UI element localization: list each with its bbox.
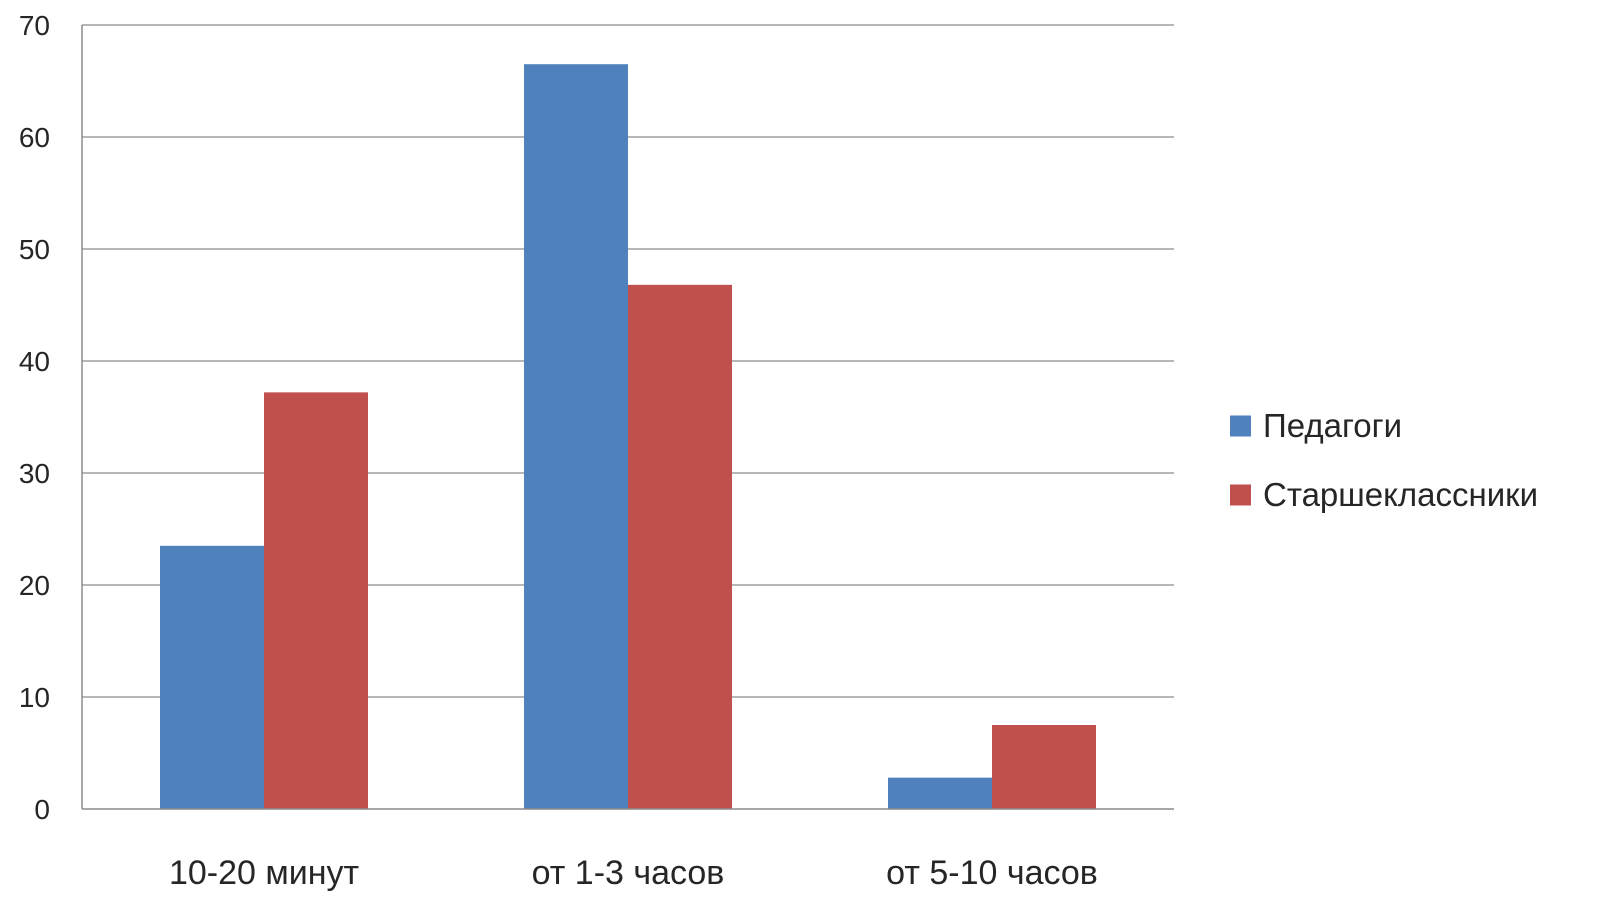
bar-series-1: [888, 777, 992, 809]
x-category-label: от 5-10 часов: [886, 854, 1098, 892]
y-tick-labels: 0 10 20 30 40 50 60 70: [19, 10, 50, 825]
legend-swatch: [1230, 484, 1251, 506]
bar-series-2: [628, 284, 732, 810]
bar-series-1: [524, 64, 628, 809]
x-category-labels: 10-20 минут от 1-3 часов от 5-10 часов: [169, 854, 1098, 892]
y-tick-label: 70: [19, 10, 50, 41]
y-tick-label: 30: [19, 458, 50, 489]
x-category-label: 10-20 минут: [169, 854, 359, 892]
axes: [81, 25, 1174, 810]
bar-series-1: [160, 545, 264, 809]
legend-swatch: [1230, 415, 1251, 437]
y-tick-label: 20: [19, 570, 50, 601]
y-tick-label: 10: [19, 682, 50, 713]
legend: Педагоги Старшеклассники: [1230, 407, 1538, 513]
x-category-label: от 1-3 часов: [532, 854, 725, 892]
legend-label: Педагоги: [1263, 407, 1402, 444]
bar-series-2: [992, 725, 1096, 809]
bars: [160, 64, 1096, 810]
y-tick-label: 0: [34, 794, 50, 825]
bar-series-2: [264, 392, 368, 809]
y-tick-label: 50: [19, 234, 50, 265]
y-tick-label: 60: [19, 122, 50, 153]
y-tick-label: 40: [19, 346, 50, 377]
legend-label: Старшеклассники: [1263, 476, 1538, 513]
